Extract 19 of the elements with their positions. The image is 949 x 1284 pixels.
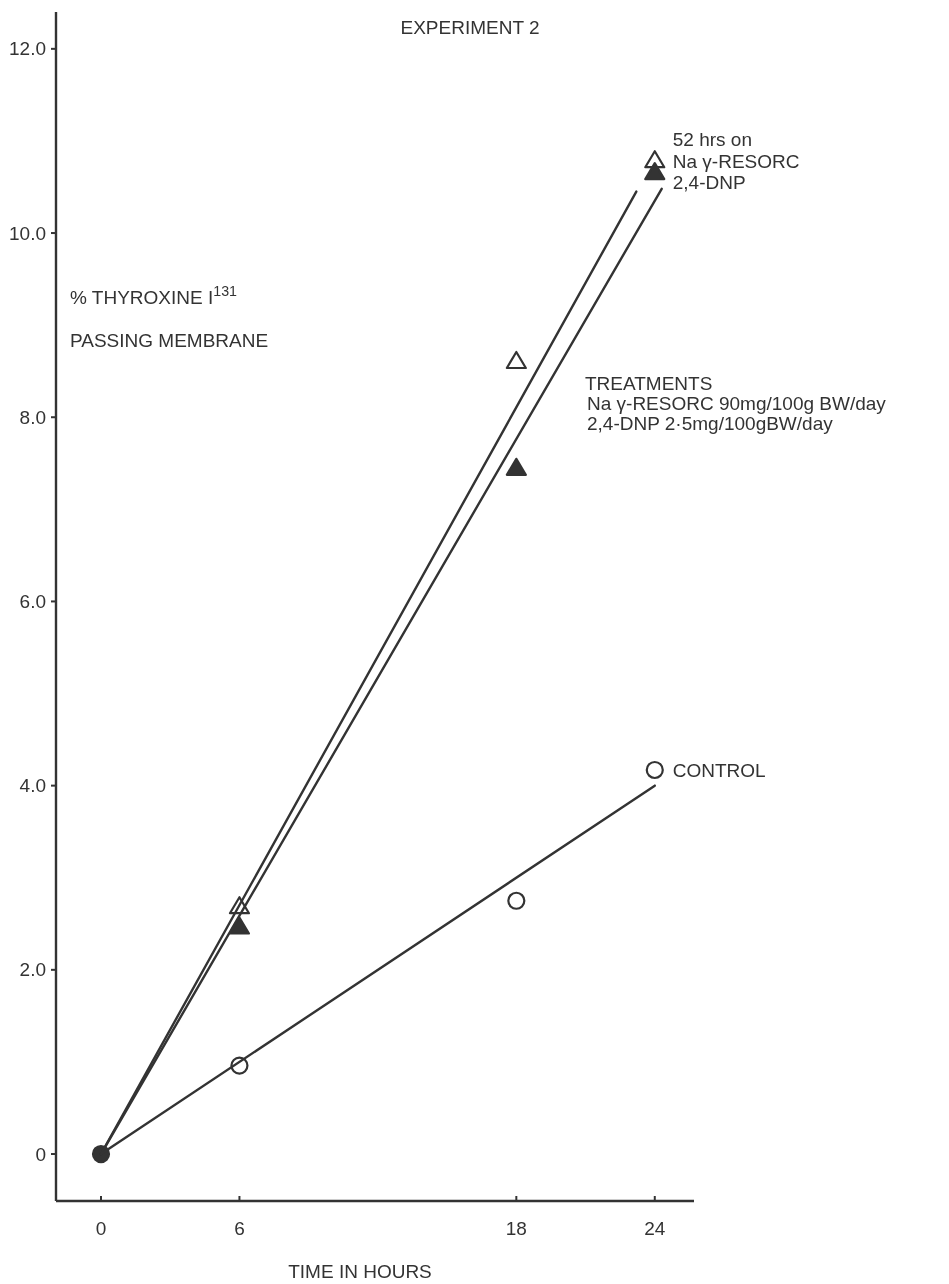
annotation: 52 hrs on xyxy=(672,128,753,150)
x-axis-title: TIME IN HOURS xyxy=(288,1261,432,1282)
chart-title: EXPERIMENT 2 xyxy=(400,17,540,38)
y-tick-label: 4.0 xyxy=(19,775,46,797)
y-tick-label: 10.0 xyxy=(9,222,46,244)
x-tick-label: 18 xyxy=(505,1218,527,1239)
y-tick-label: 2.0 xyxy=(19,959,46,981)
text: % THYROXINE I$^{131}$ PASSING MEMBRANE xyxy=(70,283,269,351)
y-tick-label: 8.0 xyxy=(19,406,46,428)
series-label: 2,4-DNP xyxy=(672,171,746,193)
y-tick-label: 6.0 xyxy=(19,591,46,613)
series-label: Na γ-RESORC xyxy=(672,150,800,172)
x-tick-label: 24 xyxy=(644,1218,666,1239)
y-tick-label: 12.0 xyxy=(9,38,46,60)
x-tick-label: 0 xyxy=(95,1218,107,1239)
annotation: TREATMENTS Na γ-RESORC 90mg/100g BW/day 2,4-DNP 2·5mg/100gBW/day xyxy=(585,373,887,434)
series-label: CONTROL xyxy=(672,759,766,781)
x-tick-label: 6 xyxy=(234,1218,245,1239)
y-tick-label: 0 xyxy=(35,1143,46,1165)
